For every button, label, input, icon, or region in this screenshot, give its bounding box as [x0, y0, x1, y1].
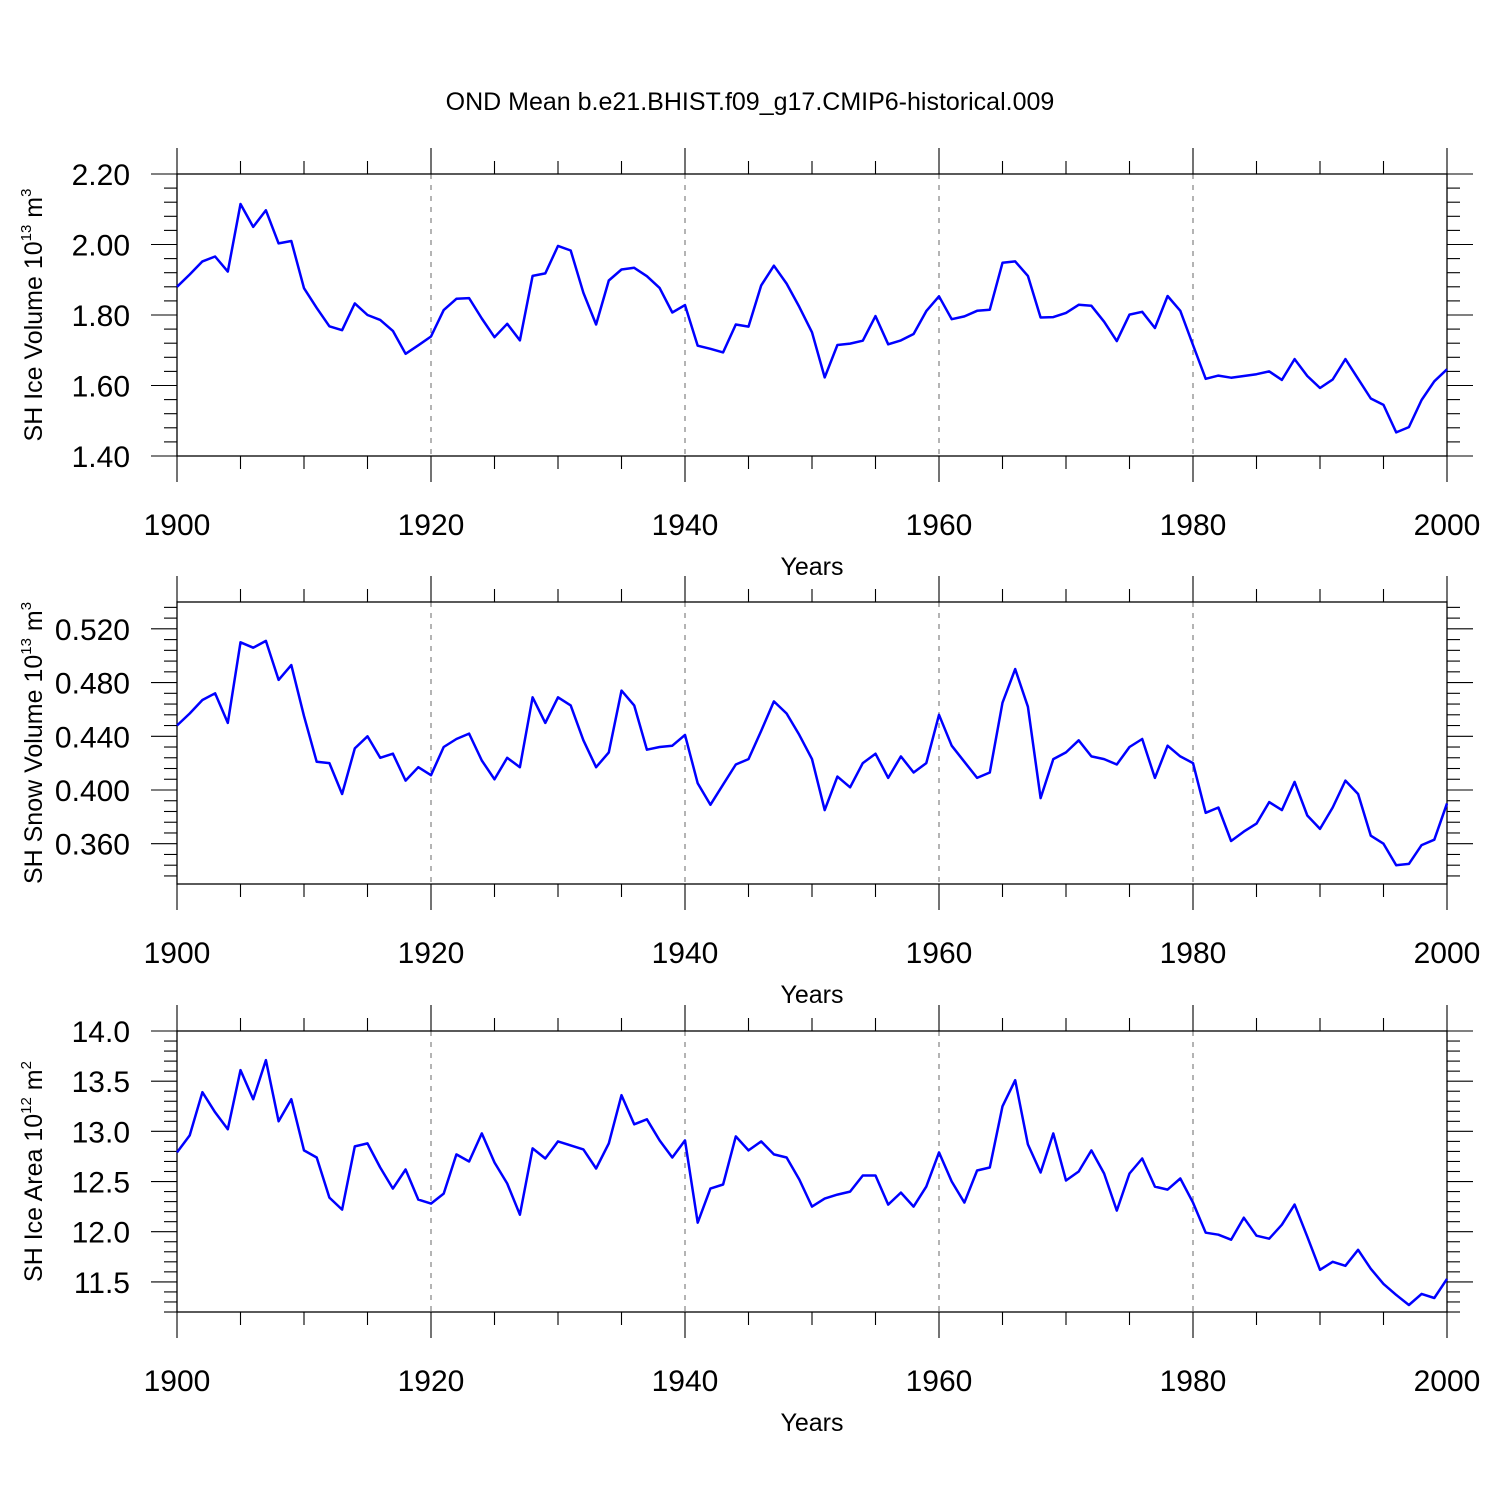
- y-tick-label: 0.480: [55, 668, 130, 701]
- y-tick-label: 1.40: [72, 441, 130, 474]
- x-tick-label: 1900: [144, 937, 211, 970]
- series-line: [175, 1058, 1449, 1307]
- y-tick-label: 13.5: [72, 1066, 130, 1099]
- y-tick-label: 0.520: [55, 614, 130, 647]
- y-axis-label: SH Snow Volume 1013 m3: [18, 602, 48, 884]
- y-tick-label: 2.20: [72, 159, 130, 192]
- x-tick-label: 1980: [1160, 1365, 1227, 1398]
- x-tick-label: 1920: [398, 1365, 465, 1398]
- chart-title: OND Mean b.e21.BHIST.f09_g17.CMIP6-histo…: [446, 88, 1055, 116]
- y-tick-label: 14.0: [72, 1016, 130, 1049]
- x-tick-label: 1900: [144, 509, 211, 542]
- x-axis-label: Years: [780, 1409, 843, 1437]
- plot-frame: [176, 601, 1448, 885]
- x-tick-label: 2000: [1414, 509, 1481, 542]
- y-tick-label: 13.0: [72, 1116, 130, 1149]
- y-tick-label: 12.0: [72, 1217, 130, 1250]
- y-tick-label: 0.400: [55, 775, 130, 808]
- x-tick-label: 1940: [652, 1365, 719, 1398]
- y-tick-label: 2.00: [72, 230, 130, 263]
- x-tick-label: 1960: [906, 937, 973, 970]
- chart-panel-2: 1900 1920 1940 1960 1980 2000 0.360 0.400 0.440 0…: [18, 576, 1480, 1009]
- x-tick-label: 1980: [1160, 937, 1227, 970]
- x-axis-label: Years: [780, 981, 843, 1009]
- chart-panel-1: 1900 1920 1940 1960 1980 2000 1.40 1.60 1.80 2.00…: [18, 148, 1480, 581]
- y-tick-label: 12.5: [72, 1167, 130, 1200]
- y-axis-label: SH Ice Volume 1013 m3: [18, 189, 48, 442]
- x-tick-label: 2000: [1414, 937, 1481, 970]
- series-line: [176, 202, 1448, 434]
- y-tick-label: 11.5: [74, 1267, 130, 1300]
- x-tick-label: 1960: [906, 1365, 973, 1398]
- chart-panel-3: 1900 1920 1940 1960 1980 2000 11.5 12.0 12.5 13.0…: [18, 1005, 1480, 1437]
- x-tick-label: 1980: [1160, 509, 1227, 542]
- x-tick-label: 1900: [144, 1365, 211, 1398]
- y-tick-label: 0.360: [55, 829, 130, 862]
- y-tick-label: 1.80: [72, 300, 130, 333]
- plot-frame: [176, 173, 1448, 457]
- plot-frame: [176, 1030, 1448, 1313]
- x-tick-label: 1940: [652, 937, 719, 970]
- x-tick-label: 2000: [1414, 1365, 1481, 1398]
- x-tick-label: 1920: [398, 937, 465, 970]
- x-tick-label: 1940: [652, 509, 719, 542]
- y-tick-label: 0.440: [55, 721, 130, 754]
- x-tick-label: 1960: [906, 509, 973, 542]
- y-axis-label: SH Ice Area 1012 m2: [18, 1061, 48, 1282]
- x-tick-label: 1920: [398, 509, 465, 542]
- series-line: [176, 639, 1449, 867]
- x-axis-label: Years: [780, 553, 843, 581]
- y-tick-label: 1.60: [72, 371, 130, 404]
